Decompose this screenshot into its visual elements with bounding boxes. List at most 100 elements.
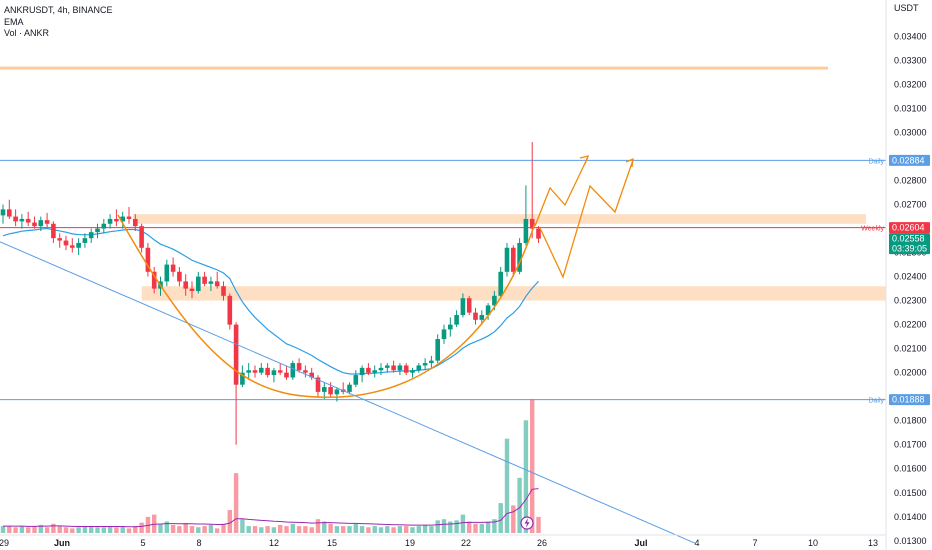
candle[interactable] — [70, 238, 75, 253]
candle[interactable] — [271, 367, 277, 383]
candle[interactable] — [7, 199, 12, 219]
candle[interactable] — [378, 363, 384, 376]
candle[interactable] — [114, 209, 119, 227]
candle[interactable] — [95, 223, 100, 239]
candle[interactable] — [227, 293, 233, 330]
candle[interactable] — [126, 206, 132, 224]
candle[interactable] — [372, 365, 377, 378]
descending-trendline[interactable] — [0, 241, 696, 544]
candle[interactable] — [221, 281, 226, 301]
candle[interactable] — [57, 233, 62, 248]
candle[interactable] — [435, 334, 440, 364]
candle[interactable] — [504, 242, 510, 277]
candle[interactable] — [183, 274, 188, 296]
candle[interactable] — [498, 266, 503, 299]
candle[interactable] — [353, 370, 359, 388]
candle[interactable] — [265, 363, 270, 378]
cup-pattern-curve[interactable] — [117, 214, 536, 399]
candle[interactable] — [284, 365, 289, 380]
candle[interactable] — [441, 324, 447, 344]
candle[interactable] — [259, 363, 264, 376]
candle[interactable] — [410, 367, 415, 378]
volume-bar — [315, 519, 321, 533]
candle[interactable] — [303, 365, 308, 378]
candle[interactable] — [366, 363, 371, 376]
candle[interactable] — [479, 310, 485, 325]
candle[interactable] — [391, 360, 396, 373]
candle[interactable] — [76, 238, 81, 255]
candle[interactable] — [19, 214, 25, 229]
candle[interactable] — [63, 235, 69, 251]
candle[interactable] — [347, 382, 352, 395]
support-zone-1[interactable] — [132, 214, 866, 224]
candle-body — [277, 370, 283, 373]
candle[interactable] — [403, 363, 409, 376]
candle[interactable] — [107, 214, 113, 229]
candle[interactable] — [208, 276, 214, 292]
candle[interactable] — [151, 266, 157, 294]
candle[interactable] — [473, 307, 478, 325]
candle[interactable] — [25, 211, 31, 227]
candle[interactable] — [252, 365, 258, 378]
candle[interactable] — [485, 303, 491, 320]
candle[interactable] — [145, 242, 151, 277]
candle[interactable] — [139, 223, 144, 253]
candle-body — [511, 247, 516, 272]
candle[interactable] — [385, 363, 390, 373]
candle[interactable] — [454, 310, 459, 328]
candle[interactable] — [202, 271, 207, 287]
candle[interactable] — [170, 257, 176, 277]
candle[interactable] — [164, 259, 170, 287]
candle[interactable] — [240, 365, 245, 388]
candle[interactable] — [422, 358, 428, 371]
candle[interactable] — [13, 209, 18, 227]
candle[interactable] — [315, 375, 321, 397]
candle[interactable] — [120, 211, 125, 229]
candle[interactable] — [82, 233, 88, 248]
candle[interactable] — [511, 245, 516, 277]
candle[interactable] — [51, 221, 56, 243]
candle[interactable] — [88, 228, 94, 243]
candle[interactable] — [101, 218, 107, 234]
candle[interactable] — [448, 317, 453, 337]
volume-bar — [410, 527, 415, 533]
candle[interactable] — [322, 382, 327, 400]
upper-resistance-band[interactable] — [0, 66, 828, 70]
volume-legend[interactable]: Vol · ANKR — [4, 28, 50, 38]
candle[interactable] — [0, 204, 6, 224]
candle[interactable] — [233, 322, 239, 445]
candle[interactable] — [334, 387, 340, 402]
candle[interactable] — [416, 363, 422, 373]
candle[interactable] — [397, 363, 403, 376]
candle[interactable] — [177, 266, 182, 287]
support-zone-2[interactable] — [141, 286, 886, 301]
candle[interactable] — [196, 271, 201, 294]
candle[interactable] — [44, 212, 50, 228]
candle[interactable] — [296, 358, 302, 373]
candle[interactable] — [517, 238, 522, 275]
candle[interactable] — [460, 293, 466, 318]
ema-legend[interactable]: EMA — [4, 17, 24, 27]
candle[interactable] — [290, 360, 296, 380]
candle[interactable] — [523, 185, 529, 246]
candle[interactable] — [429, 355, 434, 368]
candle[interactable] — [189, 281, 195, 299]
candle[interactable] — [38, 216, 44, 231]
lightning-badge[interactable] — [520, 516, 534, 530]
candle[interactable] — [359, 365, 365, 383]
candle[interactable] — [214, 271, 220, 289]
volume-bar — [120, 526, 125, 533]
candle[interactable] — [466, 295, 472, 316]
candle[interactable] — [246, 363, 251, 380]
projection-path-2[interactable] — [539, 159, 634, 279]
projection-path-1[interactable] — [534, 156, 589, 227]
candle[interactable] — [529, 142, 535, 239]
candle[interactable] — [277, 363, 283, 376]
candle[interactable] — [536, 226, 541, 243]
symbol-legend[interactable]: ANKRUSDT, 4h, BINANCE — [4, 5, 113, 15]
candle[interactable] — [32, 216, 37, 229]
level-label-2: Weekly — [861, 226, 884, 233]
candle[interactable] — [133, 214, 138, 231]
candle[interactable] — [309, 367, 314, 380]
